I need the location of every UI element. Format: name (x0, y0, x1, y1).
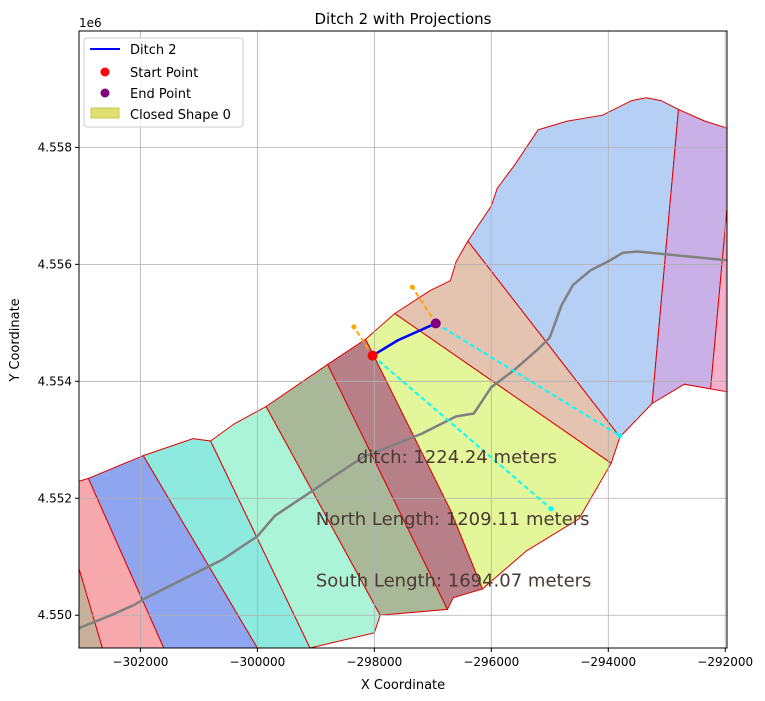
y-tick-label: 4.554 (38, 374, 72, 388)
x-tick-label: −294000 (580, 655, 636, 669)
x-axis-label: X Coordinate (361, 678, 445, 693)
ditch-line (371, 322, 437, 357)
start-point (367, 350, 378, 361)
annotation-north-length: North Length: 1209.11 meters (316, 509, 590, 530)
projection-line-orange (353, 326, 374, 357)
annotation-south-length: South Length: 1694.07 meters (316, 571, 592, 592)
y-tick-label: 4.556 (38, 257, 72, 271)
region-c (87, 454, 258, 648)
legend: Ditch 2 Start Point End Point Closed Sha… (83, 37, 244, 128)
x-tick-label: −300000 (229, 655, 285, 669)
legend-shape-label: Closed Shape 0 (130, 108, 231, 123)
projection-endpoint-cyan (548, 506, 554, 512)
legend-end-label: End Point (130, 87, 191, 102)
projection-line-cyan (435, 322, 621, 437)
annotation-ditch: ditch: 1224.24 meters (357, 447, 557, 468)
projection-endpoint-orange (409, 284, 415, 290)
legend-start-swatch (100, 67, 110, 77)
road-line (79, 250, 727, 630)
legend-shape-swatch (90, 107, 120, 119)
legend-end-swatch (100, 88, 110, 98)
region-b (79, 477, 165, 648)
x-tick-label: −292000 (697, 655, 753, 669)
x-tick-label: −296000 (463, 655, 519, 669)
projection-endpoint-cyan (617, 433, 623, 439)
y-axis-label: Y Coordinate (8, 298, 23, 382)
plot-frame (78, 30, 728, 649)
legend-ditch-label: Ditch 2 (130, 43, 177, 58)
projection-line-cyan (371, 354, 552, 510)
region-l (710, 208, 727, 393)
legend-start-label: Start Point (130, 66, 198, 81)
projection-line-orange (411, 286, 437, 324)
legend-box (83, 37, 244, 128)
y-offset-label: 1e6 (79, 16, 102, 30)
chart-title: Ditch 2 with Projections (314, 10, 491, 28)
x-tick-label: −298000 (346, 655, 402, 669)
projection-endpoint-orange (351, 324, 357, 330)
y-tick-label: 4.558 (38, 140, 72, 154)
region-i (393, 240, 621, 464)
y-tick-label: 4.552 (38, 491, 72, 505)
x-tick-label: −302000 (112, 655, 168, 669)
end-point (430, 318, 441, 329)
y-tick-label: 4.550 (38, 608, 72, 622)
